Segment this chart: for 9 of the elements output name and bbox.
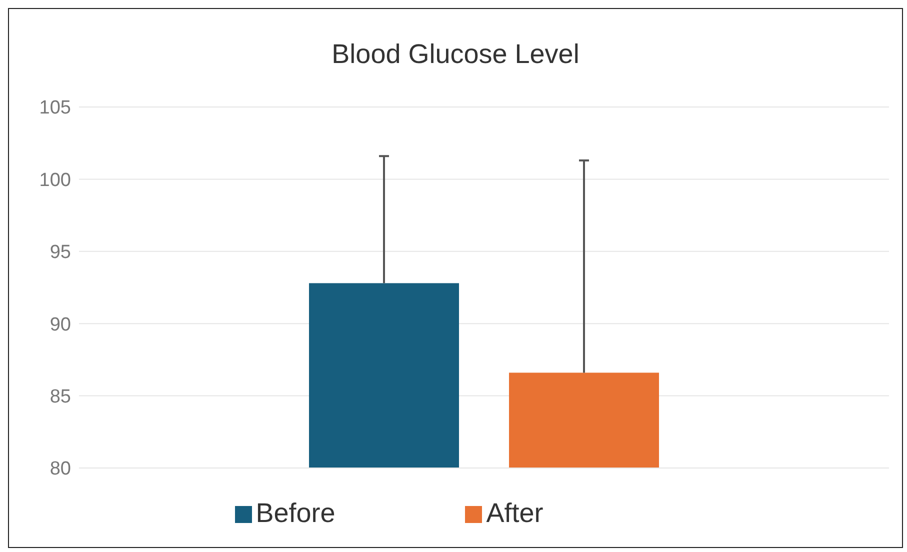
chart-title: Blood Glucose Level bbox=[330, 38, 580, 71]
y-tick-label: 100 bbox=[39, 170, 71, 191]
legend-label: Before bbox=[256, 498, 336, 528]
legend-label: After bbox=[486, 498, 544, 528]
y-tick-label: 95 bbox=[50, 242, 71, 264]
y-tick-label: 105 bbox=[39, 98, 71, 119]
y-tick-label: 80 bbox=[50, 458, 71, 480]
y-tick-label: 90 bbox=[50, 314, 71, 336]
y-tick-label: 85 bbox=[50, 386, 71, 408]
